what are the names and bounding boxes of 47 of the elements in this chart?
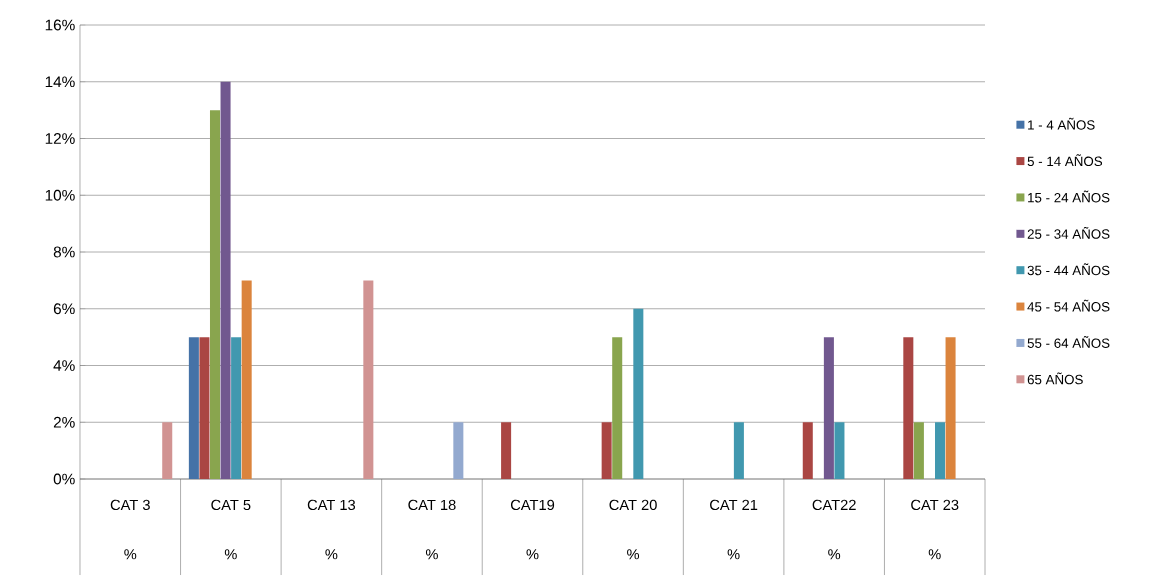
y-tick-label: 6% bbox=[53, 303, 75, 315]
y-tick-label: 16% bbox=[45, 19, 75, 31]
bar bbox=[188, 337, 199, 479]
bar bbox=[903, 337, 914, 479]
bar bbox=[453, 422, 464, 479]
bar bbox=[241, 280, 252, 479]
category-label: CAT 13 % bbox=[307, 499, 356, 560]
bar bbox=[802, 422, 813, 479]
legend-label: 35 - 44 AÑOS bbox=[1027, 263, 1110, 276]
legend-label: 5 - 14 AÑOS bbox=[1027, 154, 1103, 167]
category-label: CAT 20 % bbox=[609, 499, 657, 560]
bar bbox=[733, 422, 744, 479]
category-label: CAT19 % bbox=[510, 499, 555, 560]
bar bbox=[913, 422, 924, 479]
bar bbox=[633, 308, 644, 479]
category-label: CAT 21 % bbox=[710, 499, 758, 560]
bar bbox=[612, 337, 623, 479]
category-label: CAT 5 % bbox=[211, 499, 251, 560]
bar bbox=[501, 422, 512, 479]
category-label: CAT22 % bbox=[812, 499, 856, 560]
legend-label: 55 - 64 AÑOS bbox=[1027, 336, 1110, 348]
bar bbox=[834, 422, 845, 479]
bar bbox=[945, 337, 956, 479]
legend-label: 15 - 24 AÑOS bbox=[1028, 190, 1110, 203]
bar bbox=[162, 422, 173, 479]
y-tick-label: 2% bbox=[53, 416, 75, 428]
bar bbox=[934, 422, 946, 479]
legend-label: 25 - 34 AÑOS bbox=[1027, 226, 1110, 239]
category-label: CAT 23 % bbox=[911, 499, 959, 560]
legend-label: 1 - 4 AÑOS bbox=[1028, 117, 1095, 130]
y-tick-label: 0% bbox=[53, 473, 75, 485]
y-tick-label: 14% bbox=[45, 76, 75, 88]
bar bbox=[363, 280, 374, 479]
y-tick-label: 12% bbox=[45, 133, 75, 144]
y-tick-label: 4% bbox=[53, 360, 75, 371]
legend-label: 45 - 54 AÑOS bbox=[1027, 299, 1110, 312]
category-label: CAT 3 % bbox=[110, 499, 150, 560]
legend-label: 65 AÑOS bbox=[1027, 372, 1083, 385]
bar bbox=[601, 422, 612, 479]
y-tick-label: 8% bbox=[53, 246, 75, 258]
category-label: CAT 18 % bbox=[408, 499, 456, 560]
bar bbox=[209, 110, 221, 479]
bar bbox=[199, 337, 210, 479]
bar bbox=[220, 81, 231, 479]
bar bbox=[823, 337, 834, 479]
y-tick-label: 10% bbox=[45, 189, 75, 201]
bar bbox=[231, 337, 242, 479]
